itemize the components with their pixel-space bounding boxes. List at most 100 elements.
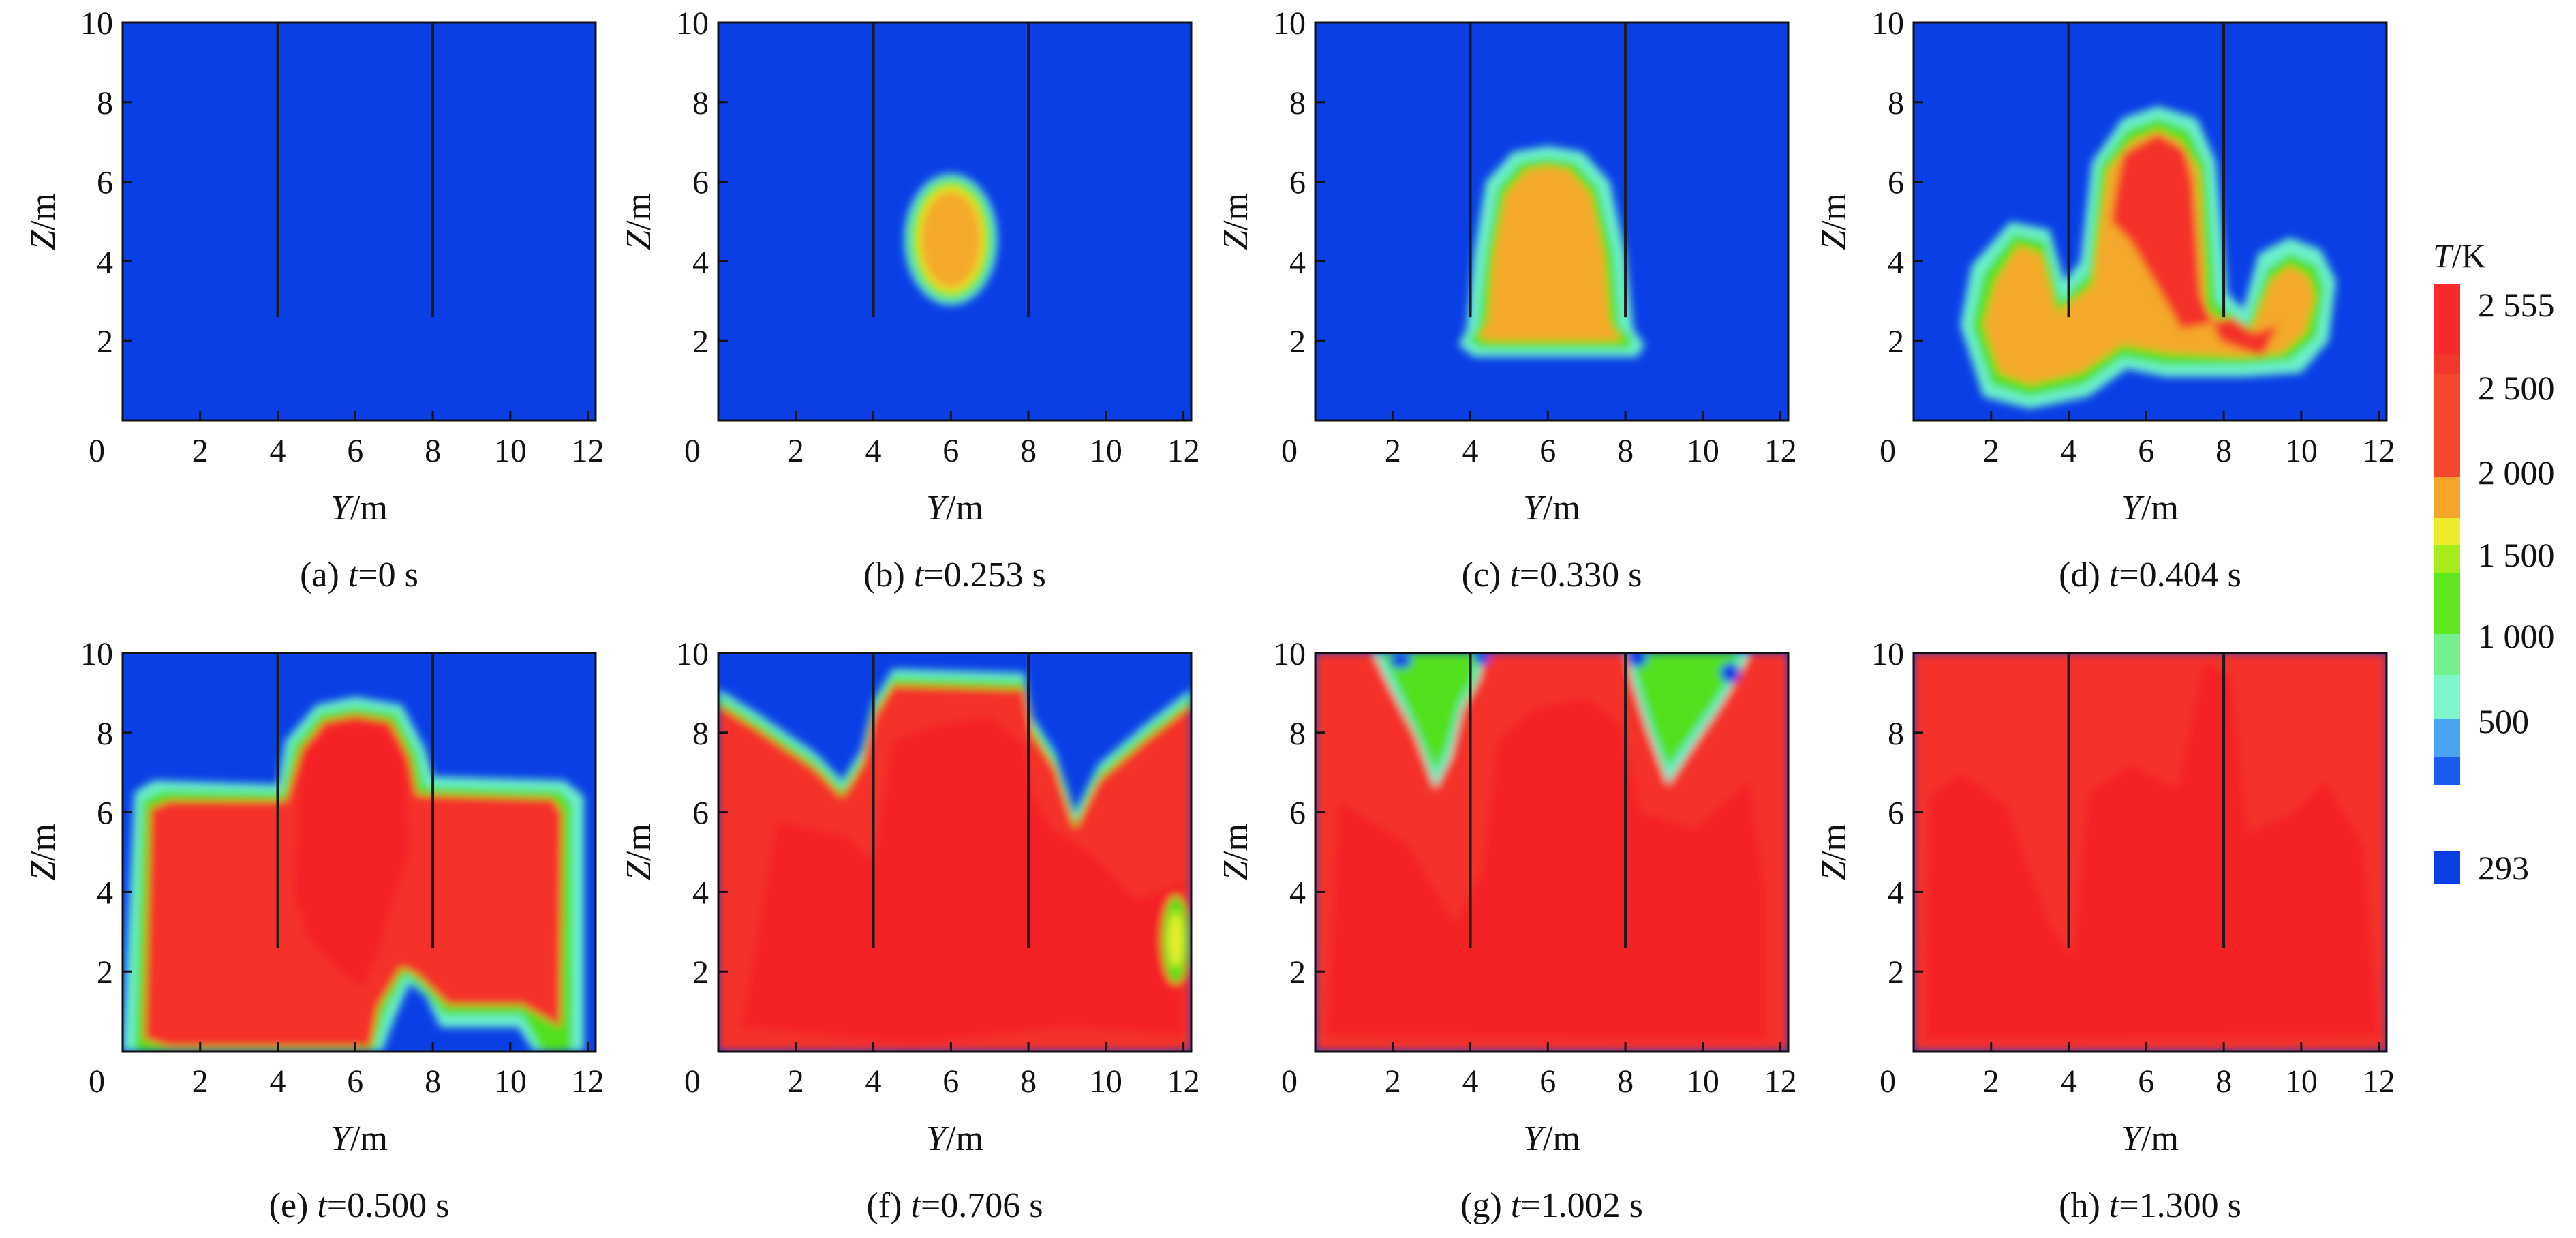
y-tick-label: 6 xyxy=(1888,796,1904,832)
y-tick-label: 8 xyxy=(1888,716,1904,752)
x-tick-label: 12 xyxy=(1764,1063,1797,1100)
x-tick-label: 4 xyxy=(270,1063,286,1100)
colorbar-segment xyxy=(2434,477,2460,498)
y-axis-label: Z/m xyxy=(1216,824,1255,881)
y-tick-label: 4 xyxy=(1289,244,1306,280)
x-tick-label: 2 xyxy=(192,433,209,469)
y-tick-label: 6 xyxy=(1289,165,1306,201)
y-tick-label: 6 xyxy=(692,165,709,201)
y-tick-label: 2 xyxy=(692,954,709,991)
y-tick-label: 8 xyxy=(692,716,709,752)
legend-label: 500 xyxy=(2478,702,2529,740)
x-tick-label: 8 xyxy=(1020,433,1037,469)
y-tick-label: 6 xyxy=(97,796,113,832)
panel-caption: (d) t=0.404 s xyxy=(2059,556,2241,594)
x-tick-label: 4 xyxy=(2061,433,2077,469)
x-tick-label: 0 xyxy=(89,433,105,469)
x-tick-label: 0 xyxy=(684,433,701,469)
x-axis-label: Y/m xyxy=(1523,489,1580,528)
colorbar-segment xyxy=(2434,614,2460,635)
contour-region xyxy=(1390,654,1412,669)
y-axis-label: Z/m xyxy=(1815,824,1854,881)
colorbar-segment xyxy=(2434,757,2460,785)
legend: T/K 2 555 2 500 2 000 1 500 1 000 500 293 xyxy=(2433,237,2555,887)
y-tick-label: 10 xyxy=(676,636,709,672)
panel-h: 0 2 4 6 8 10 12 2 4 6 8 10 Y/m Z/m (h) t=1.300 s xyxy=(1815,636,2395,1225)
x-axis-label: Y/m xyxy=(2121,489,2179,528)
temperature-field xyxy=(718,653,1191,1051)
y-tick-label: 10 xyxy=(1273,636,1306,672)
legend-title: T/K xyxy=(2433,237,2486,275)
x-tick-label: 10 xyxy=(2285,433,2318,469)
panel-caption: (c) t=0.330 s xyxy=(1462,556,1642,594)
x-tick-label: 2 xyxy=(1983,1063,1999,1100)
temperature-field xyxy=(1315,22,1788,421)
plot-frame xyxy=(121,652,597,1053)
x-tick-label: 10 xyxy=(1687,433,1719,469)
y-tick-label: 6 xyxy=(97,165,113,201)
y-tick-label: 2 xyxy=(97,324,113,360)
contour-region xyxy=(293,723,410,988)
y-tick-label: 2 xyxy=(1289,324,1306,360)
x-tick-label: 6 xyxy=(347,433,363,469)
y-tick-label: 10 xyxy=(1871,5,1904,42)
x-tick-label: 2 xyxy=(788,1063,804,1100)
legend-label: 2 555 xyxy=(2478,286,2555,324)
x-tick-label: 4 xyxy=(270,433,286,469)
contour-region xyxy=(741,716,1184,1044)
legend-label: 1 000 xyxy=(2478,617,2555,655)
legend-label: 1 500 xyxy=(2478,536,2555,574)
contour-region xyxy=(1631,653,1740,769)
contour-region xyxy=(1327,697,1765,1040)
y-tick-label: 2 xyxy=(1289,954,1306,991)
x-tick-label: 12 xyxy=(1167,1063,1200,1100)
x-tick-label: 10 xyxy=(494,433,527,469)
y-tick-label: 4 xyxy=(692,875,709,911)
y-axis-label: Z/m xyxy=(24,193,63,250)
y-axis-label: Z/m xyxy=(619,824,658,881)
plot-frame xyxy=(1912,21,2388,422)
y-tick-label: 10 xyxy=(1273,5,1306,42)
y-tick-label: 4 xyxy=(97,244,113,280)
colorbar-segment xyxy=(2434,573,2460,614)
y-tick-label: 8 xyxy=(1289,716,1306,752)
x-tick-label: 0 xyxy=(1281,1063,1298,1100)
x-tick-label: 12 xyxy=(2363,433,2395,469)
x-tick-label: 8 xyxy=(425,1063,441,1100)
x-tick-label: 8 xyxy=(425,433,441,469)
x-tick-label: 4 xyxy=(1462,433,1479,469)
x-tick-label: 12 xyxy=(2363,1063,2395,1100)
contour-region xyxy=(2111,134,2278,357)
plot-frame xyxy=(121,21,597,422)
x-tick-label: 0 xyxy=(1880,1063,1896,1100)
x-tick-label: 6 xyxy=(2138,433,2154,469)
y-tick-label: 6 xyxy=(1888,165,1904,201)
y-tick-label: 8 xyxy=(1888,85,1904,121)
colorbar-segment xyxy=(2434,545,2460,573)
temperature-field xyxy=(1315,653,1788,1051)
x-tick-label: 10 xyxy=(1090,433,1122,469)
contour-region xyxy=(1474,653,1490,665)
x-tick-label: 2 xyxy=(1983,433,1999,469)
panel-caption: (h) t=1.300 s xyxy=(2059,1186,2241,1225)
x-tick-label: 6 xyxy=(347,1063,363,1100)
y-axis-label: Z/m xyxy=(1815,193,1854,250)
x-tick-label: 6 xyxy=(942,433,959,469)
x-tick-label: 12 xyxy=(572,433,604,469)
x-tick-label: 8 xyxy=(1617,1063,1634,1100)
x-tick-label: 6 xyxy=(942,1063,959,1100)
x-tick-label: 4 xyxy=(865,433,882,469)
panel-caption: (g) t=1.002 s xyxy=(1460,1186,1643,1225)
y-tick-label: 4 xyxy=(692,244,709,280)
panel-g: 0 2 4 6 8 10 12 2 4 6 8 10 Y/m Z/m (g) t=1.002 s xyxy=(1216,636,1797,1225)
panel-f: 0 2 4 6 8 10 12 2 4 6 8 10 Y/m Z/m (f) t=0.706 s xyxy=(619,636,1200,1225)
colorbar-segment xyxy=(2434,675,2460,720)
x-tick-label: 8 xyxy=(1617,433,1634,469)
y-tick-label: 10 xyxy=(1871,636,1904,672)
y-tick-label: 2 xyxy=(97,954,113,991)
x-axis-label: Y/m xyxy=(2121,1119,2179,1158)
y-axis-label: Z/m xyxy=(619,193,658,250)
colorbar-segment xyxy=(2434,374,2460,478)
x-tick-label: 8 xyxy=(2215,1063,2232,1100)
